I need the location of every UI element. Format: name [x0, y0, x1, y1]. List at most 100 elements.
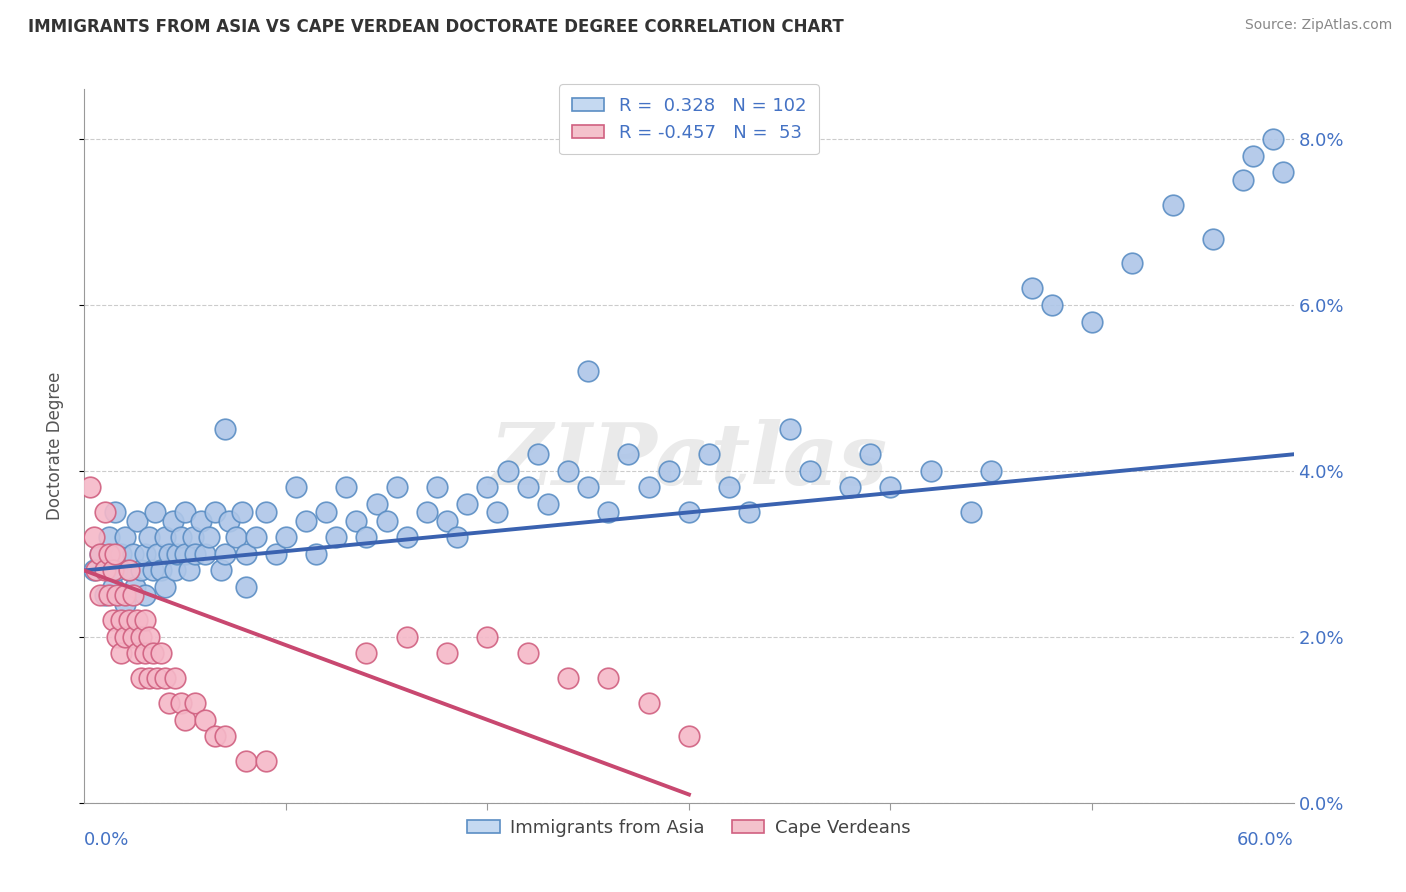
Point	[153, 671, 176, 685]
Point	[678, 730, 700, 744]
Point	[97, 530, 120, 544]
Point	[170, 530, 193, 544]
Point	[658, 464, 681, 478]
Point	[157, 696, 180, 710]
Point	[496, 464, 519, 478]
Point	[839, 481, 862, 495]
Point	[184, 547, 207, 561]
Point	[225, 530, 247, 544]
Point	[346, 514, 368, 528]
Point	[114, 597, 136, 611]
Point	[598, 671, 620, 685]
Point	[516, 647, 538, 661]
Point	[89, 588, 111, 602]
Point	[134, 588, 156, 602]
Point	[264, 547, 287, 561]
Point	[97, 547, 120, 561]
Point	[86, 564, 108, 578]
Point	[617, 447, 640, 461]
Point	[165, 564, 187, 578]
Point	[129, 564, 152, 578]
Point	[153, 530, 176, 544]
Text: IMMIGRANTS FROM ASIA VS CAPE VERDEAN DOCTORATE DEGREE CORRELATION CHART: IMMIGRANTS FROM ASIA VS CAPE VERDEAN DOC…	[28, 18, 844, 36]
Point	[436, 514, 458, 528]
Point	[537, 497, 560, 511]
Point	[101, 564, 124, 578]
Point	[718, 481, 741, 495]
Point	[285, 481, 308, 495]
Point	[134, 547, 156, 561]
Point	[104, 505, 127, 519]
Point	[114, 588, 136, 602]
Point	[89, 547, 111, 561]
Point	[153, 580, 176, 594]
Point	[697, 447, 720, 461]
Point	[637, 696, 659, 710]
Point	[738, 505, 761, 519]
Point	[125, 613, 148, 627]
Point	[637, 481, 659, 495]
Point	[576, 481, 599, 495]
Point	[93, 505, 115, 519]
Point	[1021, 281, 1043, 295]
Point	[1263, 132, 1285, 146]
Point	[446, 530, 468, 544]
Point	[356, 647, 378, 661]
Point	[295, 514, 318, 528]
Point	[254, 505, 277, 519]
Point	[218, 514, 240, 528]
Point	[576, 364, 599, 378]
Point	[134, 613, 156, 627]
Point	[138, 630, 160, 644]
Point	[194, 547, 217, 561]
Point	[146, 671, 169, 685]
Point	[395, 530, 418, 544]
Point	[149, 647, 172, 661]
Point	[426, 481, 449, 495]
Point	[416, 505, 439, 519]
Point	[486, 505, 509, 519]
Point	[879, 481, 901, 495]
Point	[124, 580, 146, 594]
Point	[89, 547, 111, 561]
Point	[231, 505, 253, 519]
Point	[335, 481, 357, 495]
Point	[125, 514, 148, 528]
Text: 0.0%: 0.0%	[84, 831, 129, 849]
Point	[93, 588, 115, 602]
Point	[214, 730, 236, 744]
Point	[118, 613, 141, 627]
Point	[204, 730, 226, 744]
Point	[366, 497, 388, 511]
Y-axis label: Doctorate Degree: Doctorate Degree	[45, 372, 63, 520]
Point	[204, 505, 226, 519]
Point	[1232, 173, 1254, 187]
Point	[83, 530, 105, 544]
Point	[170, 696, 193, 710]
Point	[960, 505, 983, 519]
Point	[235, 580, 257, 594]
Point	[235, 754, 257, 768]
Point	[325, 530, 347, 544]
Text: ZIPatlas: ZIPatlas	[489, 418, 889, 502]
Point	[143, 505, 166, 519]
Point	[436, 647, 458, 661]
Point	[184, 696, 207, 710]
Point	[142, 647, 165, 661]
Point	[146, 547, 169, 561]
Point	[1121, 256, 1143, 270]
Point	[214, 547, 236, 561]
Point	[557, 464, 579, 478]
Point	[198, 530, 221, 544]
Point	[305, 547, 328, 561]
Point	[118, 564, 141, 578]
Point	[779, 422, 801, 436]
Point	[456, 497, 478, 511]
Point	[395, 630, 418, 644]
Point	[477, 481, 499, 495]
Point	[110, 647, 132, 661]
Point	[101, 580, 124, 594]
Point	[93, 564, 115, 578]
Point	[980, 464, 1002, 478]
Point	[274, 530, 297, 544]
